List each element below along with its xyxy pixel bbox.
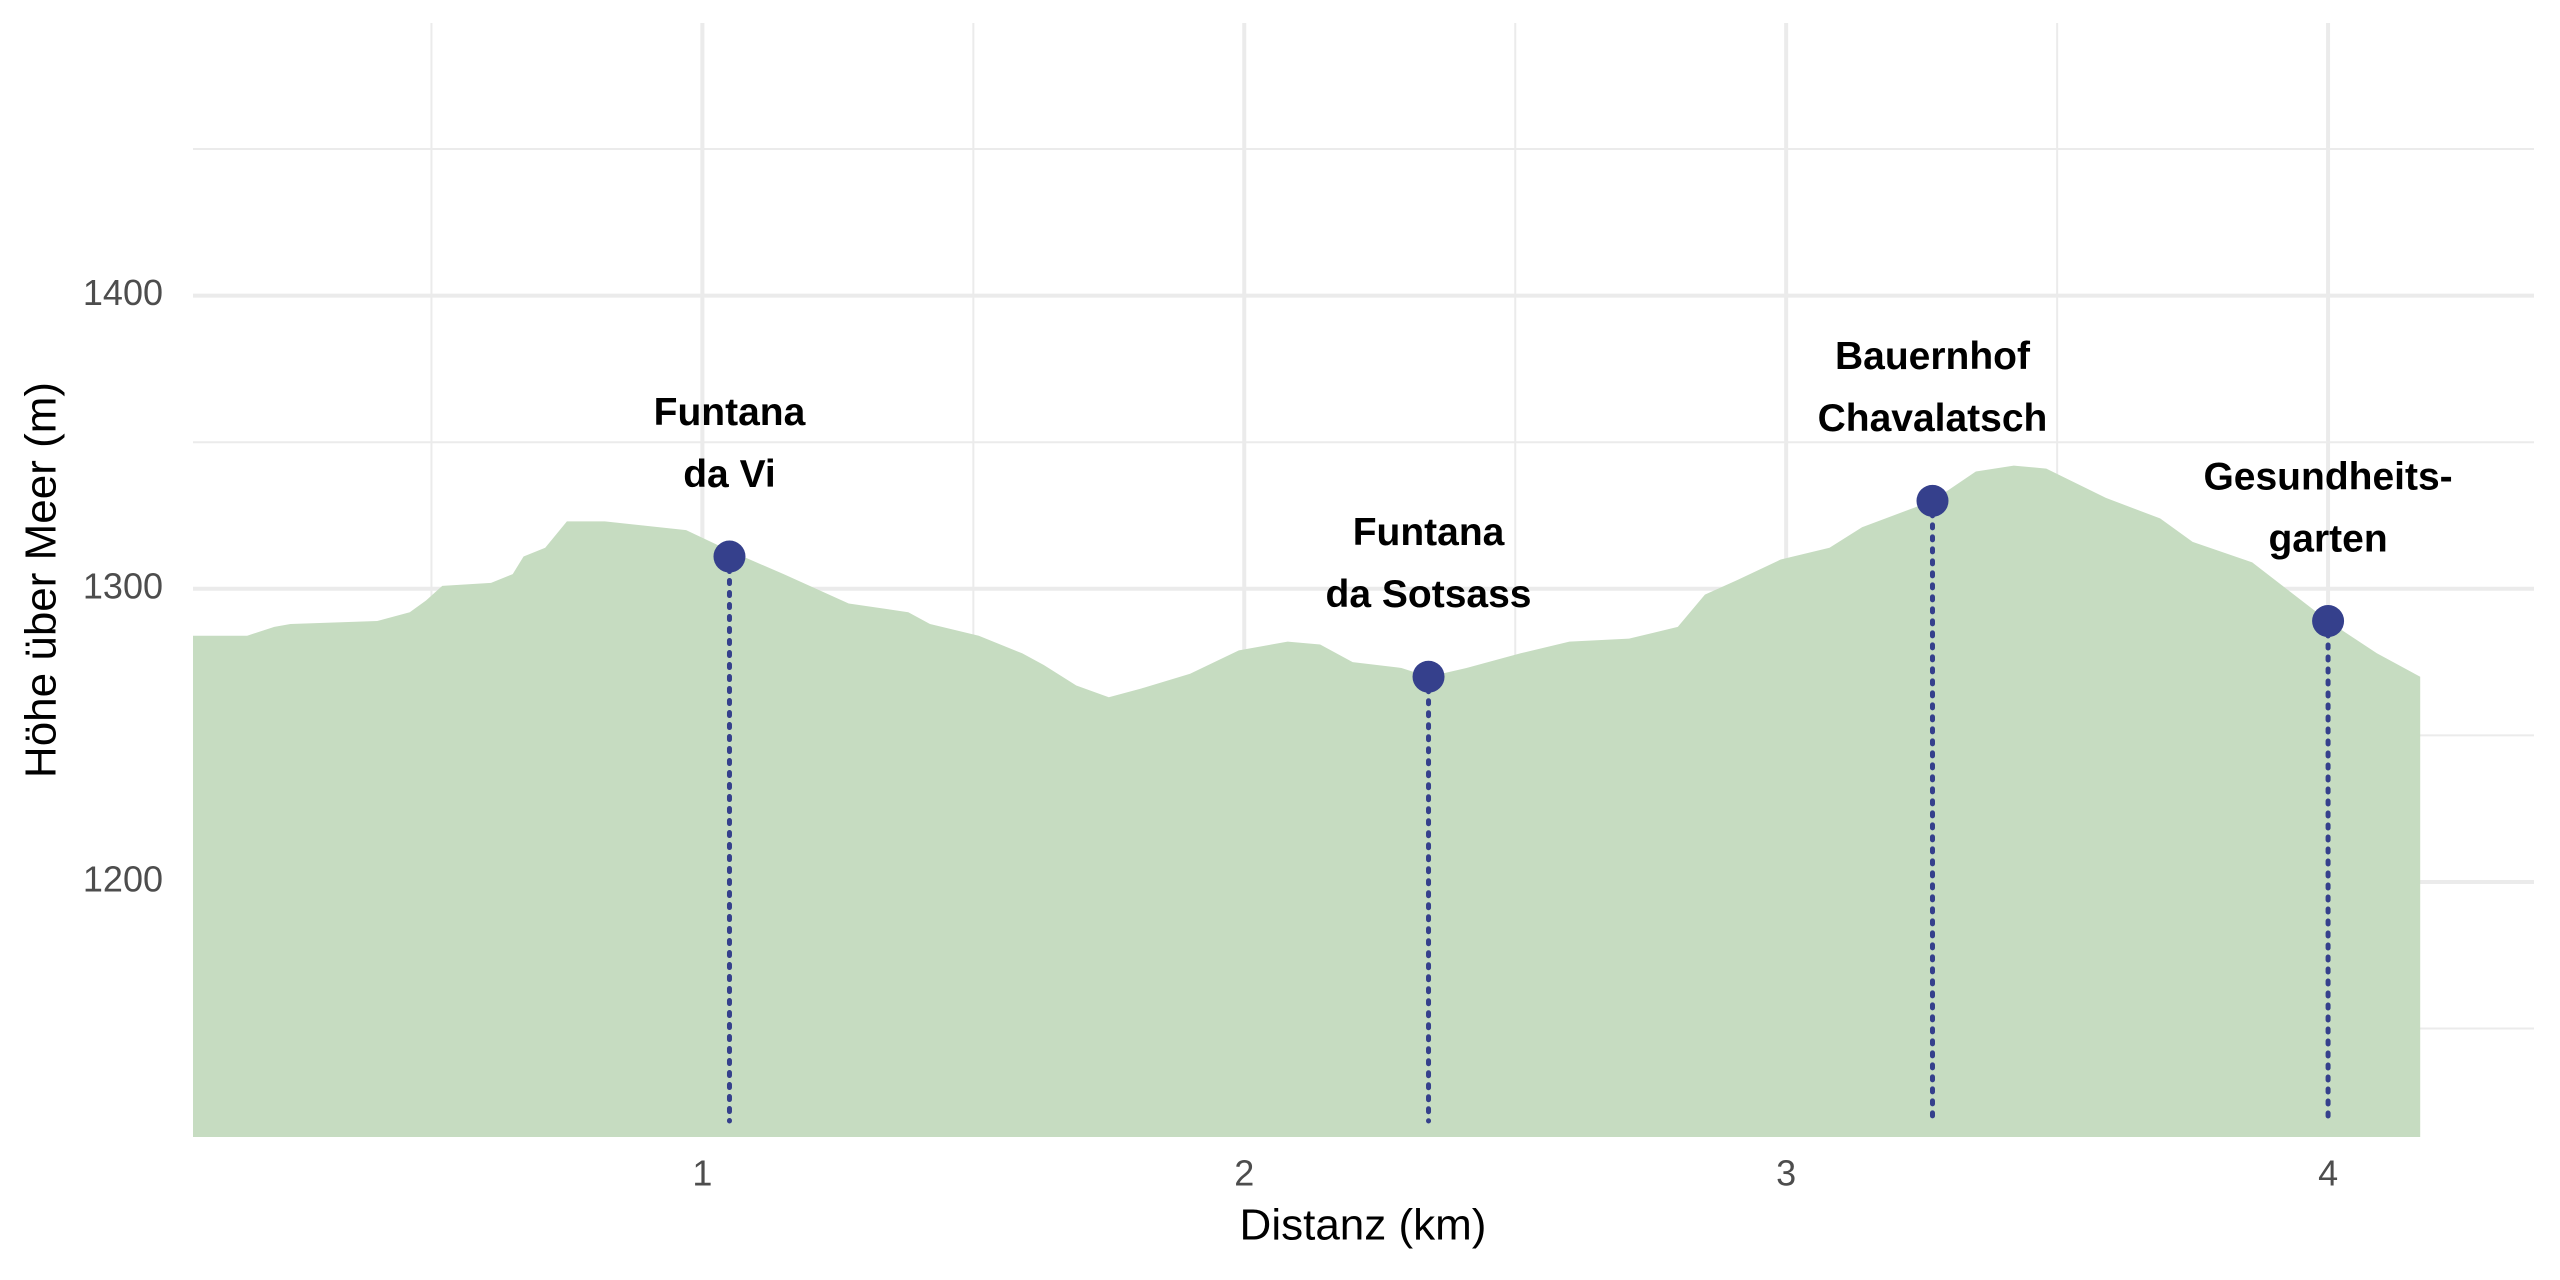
waypoint — [1916, 484, 1949, 517]
waypoint — [2312, 605, 2345, 638]
elevation-area — [193, 465, 2421, 1137]
waypoint-label: da Sotsass — [1326, 573, 1532, 616]
waypoint-label: Funtana — [1353, 511, 1505, 554]
waypoint-label: Funtana — [654, 391, 806, 434]
y-tick-label: 1200 — [83, 858, 163, 899]
x-tick-label: 1 — [692, 1153, 712, 1194]
y-axis-title: Höhe über Meer (m) — [17, 382, 66, 778]
x-tick-label: 3 — [1776, 1153, 1796, 1194]
x-tick-label: 2 — [1234, 1153, 1254, 1194]
axes: Distanz (km) Höhe über Meer (m) 1 2 3 4 1200… — [17, 272, 2338, 1249]
waypoint — [713, 540, 746, 573]
y-tick-label: 1400 — [83, 272, 163, 313]
y-tick-label: 1300 — [83, 565, 163, 606]
waypoint-label: garten — [2268, 517, 2387, 560]
waypoint — [1412, 660, 1445, 693]
waypoint-label: Chavalatsch — [1818, 397, 2048, 440]
plot-area: Funtana da Vi Funtana da Sotsass Bauernhof Ch… — [193, 335, 2453, 1137]
waypoint-label: Gesundheits- — [2203, 455, 2452, 498]
x-tick-label: 4 — [2318, 1153, 2338, 1194]
x-axis-title: Distanz (km) — [1240, 1201, 1487, 1250]
waypoint-label: Bauernhof — [1835, 335, 2031, 378]
waypoint-label: da Vi — [683, 453, 776, 496]
